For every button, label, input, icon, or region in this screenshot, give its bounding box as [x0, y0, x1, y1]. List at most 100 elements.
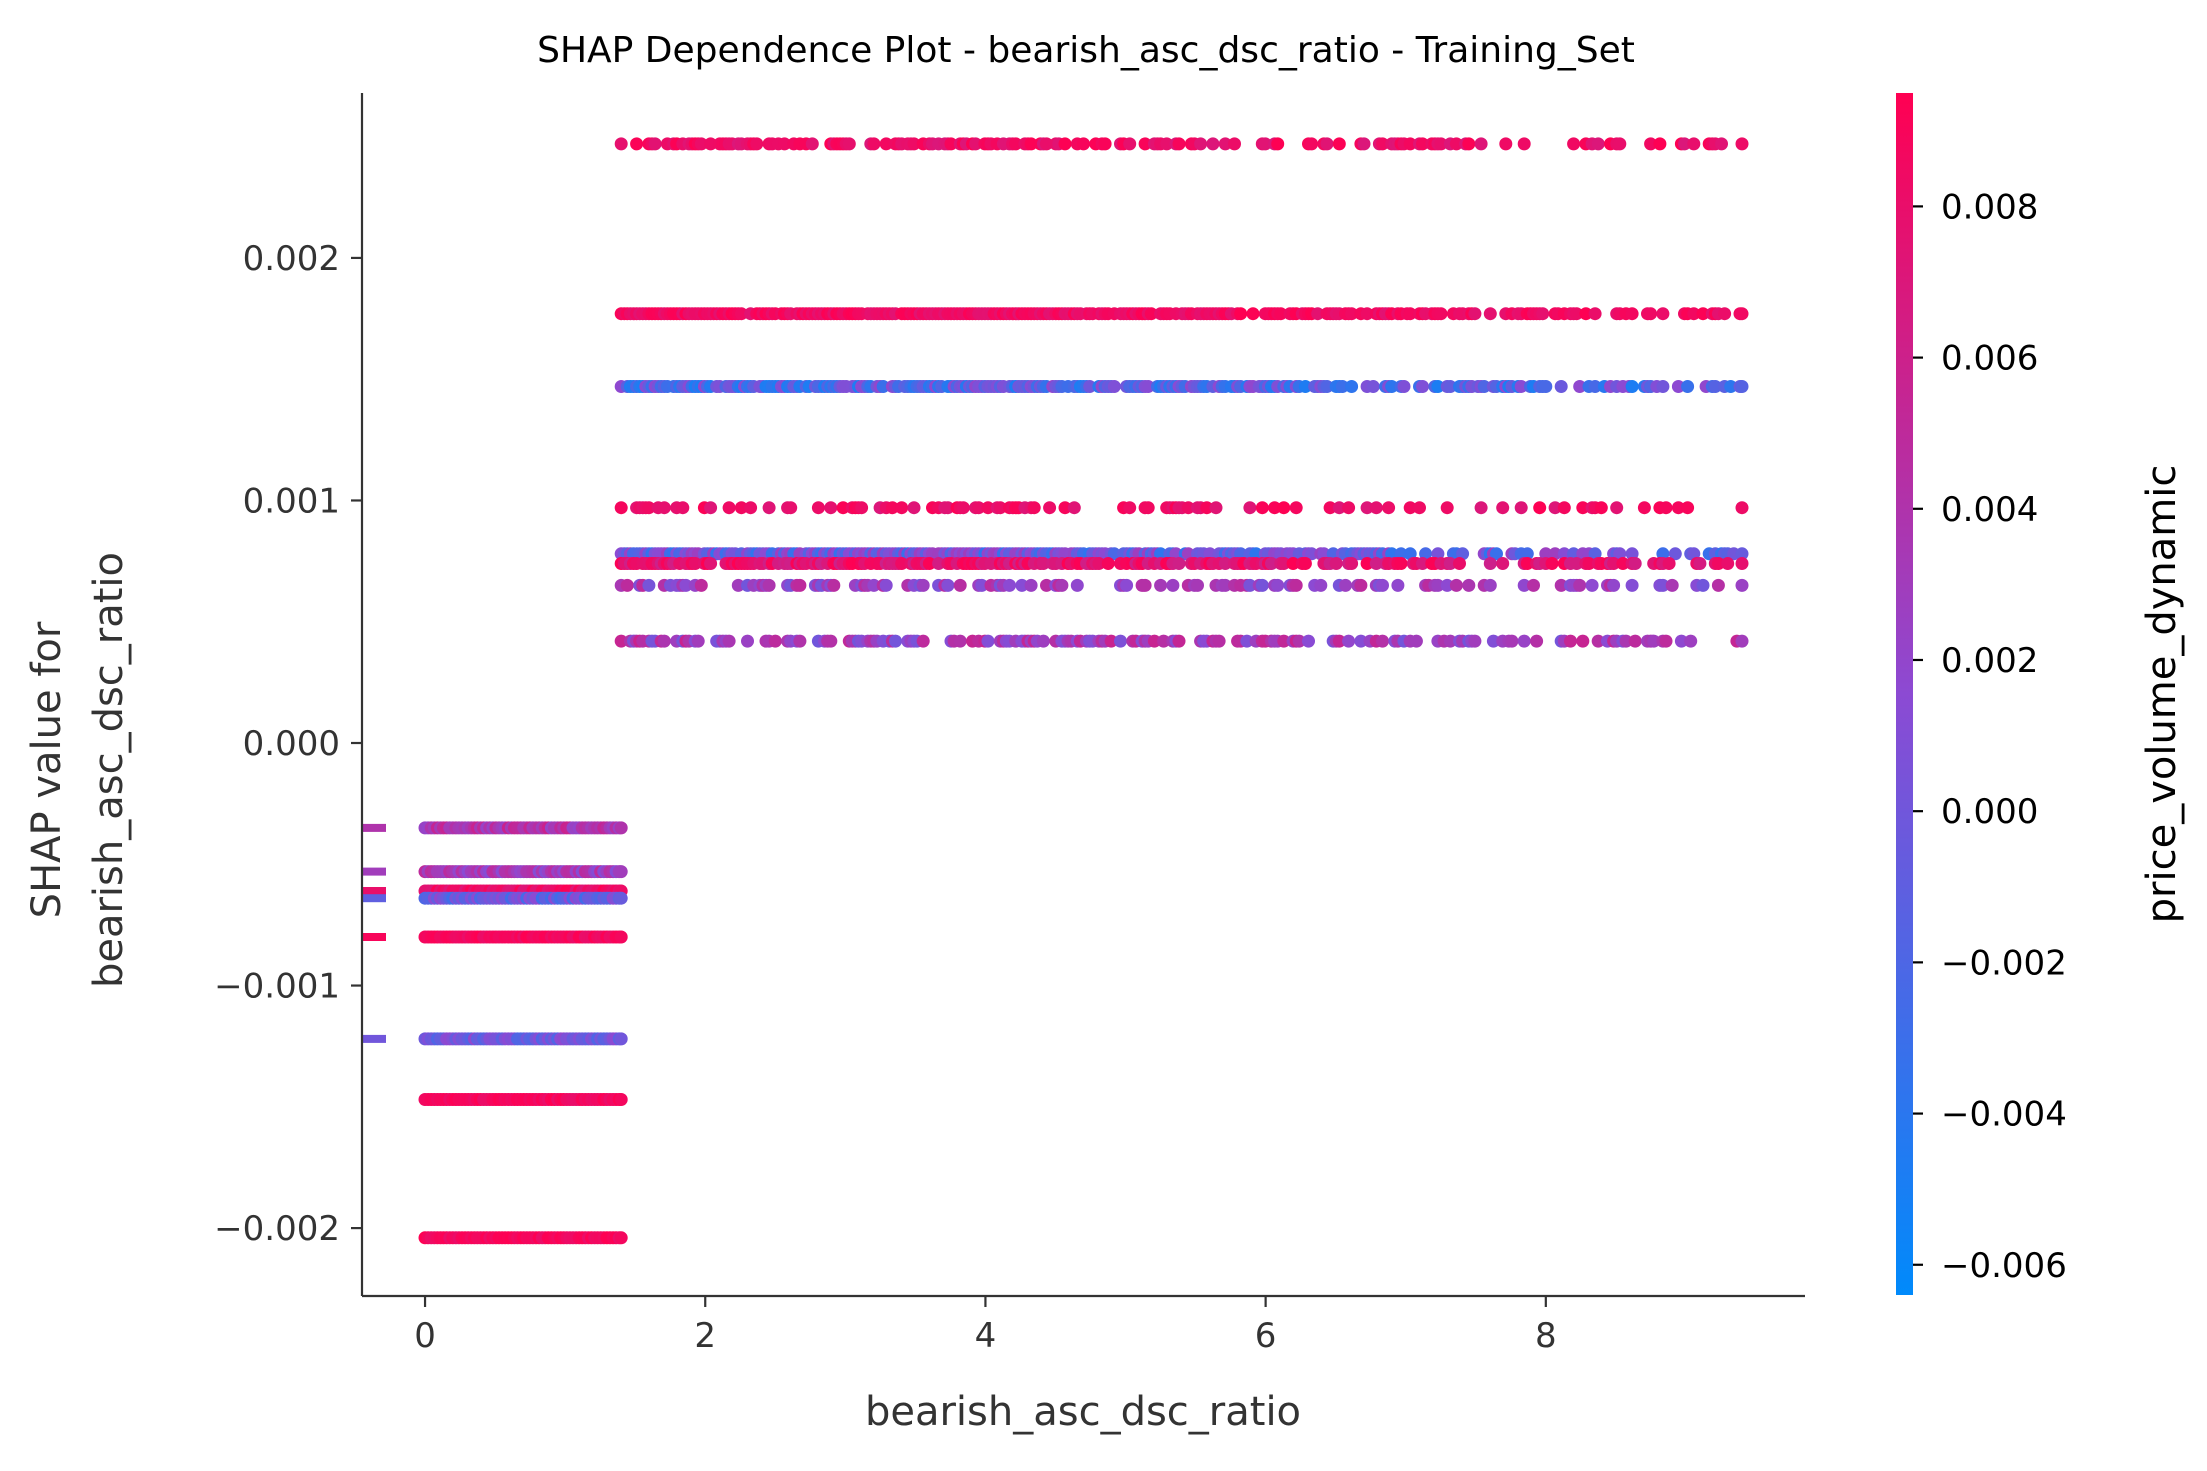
x-axis: 0 2 4 6 8 [362, 1294, 1805, 1356]
scatter-point [1588, 307, 1602, 321]
scatter-point [956, 501, 970, 515]
scatter-point [630, 137, 644, 151]
y-axis: −0.002 −0.001 0.000 0.001 0.002 [214, 93, 364, 1296]
x-tick-label: 8 [1535, 1316, 1557, 1356]
colorbar [1896, 93, 1913, 1295]
scatter-point [1711, 557, 1725, 570]
scatter-point [1486, 634, 1500, 648]
scatter-point [1172, 634, 1186, 648]
scatter-point [657, 634, 671, 648]
scatter-point [1024, 137, 1038, 151]
margin-marker [362, 887, 386, 895]
scatter-point [1708, 380, 1722, 393]
y-tick-label: 0.001 [243, 481, 340, 521]
margin-marker [362, 933, 386, 941]
scatter-point [932, 557, 946, 570]
scatter-point [1570, 557, 1584, 570]
scatter-point [1092, 557, 1106, 570]
scatter-point [679, 578, 693, 592]
scatter-point [1431, 578, 1445, 592]
scatter-point [1271, 578, 1285, 592]
scatter-point [895, 557, 909, 570]
y-tick-label: −0.001 [214, 967, 340, 1007]
scatter-series [614, 137, 1749, 151]
scatter-point [1141, 380, 1155, 393]
scatter-point [1536, 307, 1550, 321]
scatter-point [1024, 578, 1038, 592]
scatter-point [1588, 380, 1602, 393]
scatter-series [614, 634, 1749, 648]
scatter-point [1678, 137, 1691, 151]
scatter-point [694, 578, 708, 592]
scatter-point [1009, 137, 1023, 151]
scatter-point [1684, 634, 1698, 648]
scatter-point [1104, 634, 1118, 648]
scatter-point [1172, 557, 1186, 570]
scatter-point [1218, 137, 1232, 151]
scatter-point [1579, 307, 1593, 321]
scatter-point [941, 501, 955, 515]
scatter-point [741, 634, 754, 648]
scatter-point [734, 501, 748, 515]
scatter-point [1573, 578, 1587, 592]
scatter-point [1172, 137, 1186, 151]
scatter-point [1258, 137, 1272, 151]
scatter-point [1123, 137, 1137, 151]
scatter-point [1194, 137, 1208, 151]
scatter-point [867, 578, 881, 592]
scatter-point [1311, 307, 1325, 321]
scatter-point [614, 865, 628, 879]
scatter-point [972, 501, 986, 515]
scatter-point [1123, 501, 1137, 515]
scatter-point [1191, 578, 1204, 592]
scatter-point [1382, 501, 1396, 515]
scatter-point [1681, 380, 1695, 393]
scatter-point [744, 501, 758, 515]
scatter-point [1394, 557, 1408, 570]
scatter-point [1329, 557, 1343, 570]
scatter-point [1681, 501, 1695, 515]
scatter-point [1659, 501, 1673, 515]
scatter-point [1138, 137, 1152, 151]
colorbar-tick-label: −0.006 [1941, 1246, 2067, 1286]
x-tick-label: 0 [414, 1316, 436, 1356]
scatter-point [1662, 557, 1676, 570]
scatter-point [614, 1032, 628, 1046]
scatter-point [1656, 578, 1670, 592]
scatter-point [722, 501, 736, 515]
scatter-point [1354, 578, 1368, 592]
scatter-point [1277, 557, 1291, 570]
scatter-point [1305, 137, 1319, 151]
scatter-point [1212, 634, 1226, 648]
scatter-point [1619, 634, 1633, 648]
scatter-point [1403, 137, 1417, 151]
scatter-point [614, 891, 628, 905]
scatter-point [1360, 501, 1374, 515]
scatter-point [1345, 380, 1359, 393]
scatter-point [1735, 380, 1749, 393]
scatter-point [1154, 578, 1168, 592]
scatter-point [614, 634, 628, 648]
scatter-point [768, 634, 782, 648]
scatter-point [1625, 578, 1639, 592]
scatter-point [1070, 578, 1084, 592]
scatter-series [614, 501, 1749, 515]
scatter-point [1548, 501, 1562, 515]
scatter-point [1735, 634, 1749, 648]
scatter-point [614, 821, 628, 835]
scatter-point [1517, 634, 1531, 648]
scatter-point [722, 634, 736, 648]
scatter-point [1735, 307, 1749, 321]
scatter-point [1656, 307, 1670, 321]
scatter-point [1040, 578, 1053, 592]
scatter-point [1268, 501, 1282, 515]
margin-marker [362, 894, 386, 903]
scatter-point [1520, 557, 1534, 570]
y-tick-label: −0.002 [214, 1209, 340, 1249]
scatter-point [657, 501, 671, 515]
scatter-point [827, 578, 841, 592]
scatter-point [842, 137, 856, 151]
scatter-point [1671, 501, 1685, 515]
scatter-point [876, 380, 890, 393]
scatter-point [1434, 137, 1448, 151]
